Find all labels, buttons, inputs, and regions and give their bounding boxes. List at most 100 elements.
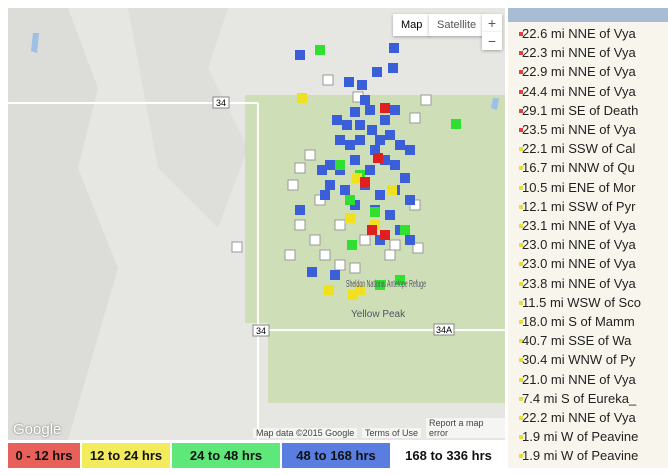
quake-marker[interactable]: [385, 130, 395, 140]
legend-item[interactable]: 168 to 336 hrs: [392, 443, 505, 468]
list-item[interactable]: 11.5 mi WSW of Sco: [508, 294, 668, 313]
quake-marker[interactable]: [317, 165, 327, 175]
quake-marker[interactable]: [400, 173, 410, 183]
quake-marker[interactable]: [294, 162, 306, 174]
quake-marker[interactable]: [388, 63, 398, 73]
quake-marker[interactable]: [345, 195, 355, 205]
quake-marker[interactable]: [345, 213, 355, 223]
satellite-button[interactable]: Satellite: [429, 14, 485, 36]
quake-marker[interactable]: [370, 145, 380, 155]
quake-marker[interactable]: [334, 219, 346, 231]
zoom-in[interactable]: +: [482, 14, 502, 32]
quake-marker[interactable]: [395, 140, 405, 150]
list-item[interactable]: 23.8 mi NNE of Vya: [508, 275, 668, 294]
terms-link[interactable]: Terms of Use: [362, 428, 422, 438]
list-item[interactable]: 12.1 mi SSW of Pyr: [508, 198, 668, 217]
legend-item[interactable]: 12 to 24 hrs: [82, 443, 170, 468]
quake-marker[interactable]: [342, 120, 352, 130]
quake-marker[interactable]: [367, 225, 377, 235]
quake-marker[interactable]: [297, 93, 307, 103]
list-item[interactable]: 23.1 mi NNE of Vya: [508, 217, 668, 236]
quake-marker[interactable]: [325, 160, 335, 170]
quake-marker[interactable]: [367, 125, 377, 135]
quake-marker[interactable]: [320, 190, 330, 200]
quake-marker[interactable]: [345, 140, 355, 150]
list-item[interactable]: 10.5 mi ENE of Mor: [508, 179, 668, 198]
quake-marker[interactable]: [375, 190, 385, 200]
quake-marker[interactable]: [357, 80, 367, 90]
quake-marker[interactable]: [380, 230, 390, 240]
quake-marker[interactable]: [373, 153, 383, 163]
list-item[interactable]: 1.9 mi W of Peavine: [508, 447, 668, 466]
quake-marker[interactable]: [348, 290, 358, 300]
quake-marker[interactable]: [322, 74, 334, 86]
quake-marker[interactable]: [350, 155, 360, 165]
quake-marker[interactable]: [287, 179, 299, 191]
quake-marker[interactable]: [380, 103, 390, 113]
report-link[interactable]: Report a map error: [426, 418, 505, 438]
list-item[interactable]: 18.0 mi S of Mamm: [508, 313, 668, 332]
list-item[interactable]: 16.7 mi NNW of Qu: [508, 159, 668, 178]
quake-marker[interactable]: [359, 234, 371, 246]
map[interactable]: 34 34 34A Sheldon National Antelope Refu…: [8, 8, 505, 440]
quake-marker[interactable]: [332, 115, 342, 125]
quake-marker[interactable]: [352, 173, 362, 183]
list-item[interactable]: 22.1 mi SSW of Cal: [508, 140, 668, 159]
quake-marker[interactable]: [451, 119, 461, 129]
quake-marker[interactable]: [370, 207, 380, 217]
legend-item[interactable]: 0 - 12 hrs: [8, 443, 80, 468]
quake-marker[interactable]: [360, 95, 370, 105]
zoom-out[interactable]: −: [482, 32, 502, 50]
list-item[interactable]: 29.1 mi SE of Death: [508, 102, 668, 121]
quake-marker[interactable]: [347, 240, 357, 250]
quake-marker[interactable]: [384, 249, 396, 261]
quake-marker[interactable]: [409, 112, 421, 124]
quake-marker[interactable]: [330, 270, 340, 280]
list-item[interactable]: 23.0 mi NNE of Vya: [508, 236, 668, 255]
quake-marker[interactable]: [389, 239, 401, 251]
list-item[interactable]: 23.0 mi NNE of Vya: [508, 255, 668, 274]
quake-marker[interactable]: [340, 185, 350, 195]
list-item[interactable]: 30.4 mi WNW of Py: [508, 351, 668, 370]
list-item[interactable]: 24.4 mi NNE of Vya: [508, 83, 668, 102]
quake-marker[interactable]: [304, 149, 316, 161]
quake-marker[interactable]: [380, 115, 390, 125]
quake-marker[interactable]: [284, 249, 296, 261]
quake-marker[interactable]: [405, 195, 415, 205]
quake-marker[interactable]: [295, 205, 305, 215]
quake-marker[interactable]: [349, 262, 361, 274]
list-item[interactable]: 7.4 mi S of Eureka_: [508, 390, 668, 409]
quake-marker[interactable]: [315, 45, 325, 55]
quake-marker[interactable]: [412, 242, 424, 254]
quake-marker[interactable]: [334, 259, 346, 271]
quake-marker[interactable]: [390, 105, 400, 115]
quake-marker[interactable]: [355, 120, 365, 130]
quake-marker[interactable]: [344, 77, 354, 87]
list-item[interactable]: 22.2 mi NNE of Vya: [508, 409, 668, 428]
quake-marker[interactable]: [395, 275, 405, 285]
quake-marker[interactable]: [350, 107, 360, 117]
quake-marker[interactable]: [405, 145, 415, 155]
quake-marker[interactable]: [355, 285, 365, 295]
quake-marker[interactable]: [360, 177, 370, 187]
quake-marker[interactable]: [375, 280, 385, 290]
quake-marker[interactable]: [335, 160, 345, 170]
list-item[interactable]: 23.5 mi NNE of Vya: [508, 121, 668, 140]
quake-marker[interactable]: [400, 225, 410, 235]
quake-marker[interactable]: [390, 160, 400, 170]
quake-marker[interactable]: [365, 165, 375, 175]
quake-marker[interactable]: [324, 285, 334, 295]
quake-marker[interactable]: [420, 94, 432, 106]
list-item[interactable]: 1.9 mi W of Peavine: [508, 428, 668, 447]
quake-marker[interactable]: [380, 155, 390, 165]
list-item[interactable]: 22.6 mi NNE of Vya: [508, 25, 668, 44]
quake-marker[interactable]: [319, 249, 331, 261]
list-item[interactable]: 21.0 mi NNE of Vya: [508, 371, 668, 390]
quake-marker[interactable]: [231, 241, 243, 253]
quake-marker[interactable]: [365, 105, 375, 115]
quake-marker[interactable]: [389, 43, 399, 53]
legend-item[interactable]: 48 to 168 hrs: [282, 443, 390, 468]
quake-marker[interactable]: [405, 235, 415, 245]
map-type-button[interactable]: Map: [393, 14, 431, 36]
quake-marker[interactable]: [387, 185, 397, 195]
